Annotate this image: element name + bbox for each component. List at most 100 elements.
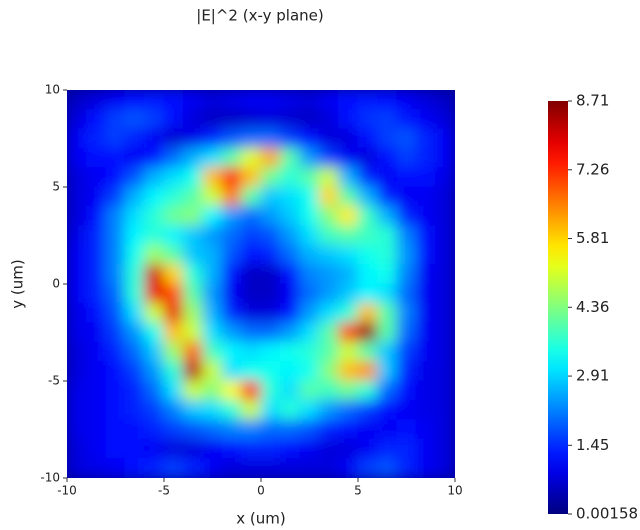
heatmap-cell [415,322,437,343]
heatmap-cell [396,322,417,343]
heatmap-cell [144,283,165,304]
heatmap-cell [144,244,165,266]
heatmap-cell [163,322,184,343]
heatmap-cell [124,128,146,149]
heatmap-cell [163,361,184,382]
colorbar-tick-label: 7.26 [576,160,609,178]
heatmap-cell [299,341,320,363]
heatmap-cell [260,264,281,285]
heatmap-cell [415,108,437,130]
heatmap-cell [376,225,398,246]
heatmap-cell [279,147,301,169]
heatmap-cell [357,128,378,149]
heatmap-cell [415,147,437,169]
heatmap-cell [415,244,437,266]
heatmap-cell [279,361,301,382]
heatmap-cell [299,283,320,304]
heatmap-cell [241,283,262,304]
heatmap-cell [299,419,320,440]
heatmap-cell [241,128,262,149]
heatmap-cell [124,438,146,460]
heatmap-cell [105,341,126,363]
heatmap-cell [357,380,378,401]
heatmap-cell [163,458,184,478]
heatmap-cell [279,128,301,149]
y-tick-label: 5 [52,180,60,194]
heatmap-cell [182,186,204,207]
chart-title: |E|^2 (x-y plane) [196,7,323,25]
heatmap-cell [338,147,359,169]
heatmap-cell [144,264,165,285]
x-tick-label: 5 [354,484,362,498]
heatmap-cell [85,399,107,421]
heatmap-cell [182,283,204,304]
heatmap-cell [260,399,281,421]
heatmap-cell [260,186,281,207]
heatmap-cell [105,302,126,324]
heatmap-cell [435,167,455,188]
heatmap-cell [85,361,107,382]
heatmap-cell [241,322,262,343]
heatmap-cell [260,90,281,110]
heatmap-cell [318,458,340,478]
heatmap-cell [435,438,455,460]
heatmap-cell [299,322,320,343]
heatmap-cell [279,458,301,478]
heatmap-cell [202,361,223,382]
heatmap-cell [85,128,107,149]
heatmap-cell [396,244,417,266]
heatmap-cell [357,399,378,421]
heatmap-cell [415,167,437,188]
heatmap-cell [318,283,340,304]
heatmap-cell [279,90,301,110]
heatmap-cell [260,458,281,478]
heatmap-cell [221,225,243,246]
heatmap-cell [241,108,262,130]
heatmap-cell [338,108,359,130]
heatmap-cell [338,438,359,460]
heatmap-cell [105,108,126,130]
heatmap-cell [67,458,87,478]
heatmap-cell [105,186,126,207]
heatmap-cell [85,225,107,246]
heatmap-cell [338,186,359,207]
heatmap-cell [182,167,204,188]
x-tick-label: 0 [257,484,265,498]
heatmap-cell [124,361,146,382]
heatmap-cell [376,147,398,169]
heatmap-cell [105,380,126,401]
heatmap-cell [241,90,262,110]
heatmap-cell [163,438,184,460]
heatmap-cell [376,302,398,324]
heatmap-cell [182,90,204,110]
heatmap-cell [221,147,243,169]
heatmap-cell [144,322,165,343]
heatmap-cell [85,167,107,188]
heatmap-cell [338,302,359,324]
heatmap-cell [415,341,437,363]
heatmap-cell [163,147,184,169]
heatmap-cell [241,399,262,421]
heatmap-cell [396,90,417,110]
heatmap-cell [105,322,126,343]
heatmap-cell [376,399,398,421]
heatmap-cell [85,186,107,207]
heatmap-cell [202,399,223,421]
heatmap-cell [221,419,243,440]
colorbar-tick-label: 1.45 [576,436,609,454]
heatmap-cell [202,244,223,266]
heatmap-cell [338,322,359,343]
heatmap-cell [260,438,281,460]
heatmap-cell [396,147,417,169]
heatmap-cell [299,167,320,188]
heatmap-cell [357,302,378,324]
heatmap-cell [144,147,165,169]
heatmap-cell [279,341,301,363]
heatmap-cell [85,380,107,401]
heatmap-cell [260,128,281,149]
heatmap-cell [182,458,204,478]
heatmap-cell [338,399,359,421]
heatmap-cell [105,205,126,227]
heatmap-cell [67,147,87,169]
heatmap-cell [163,380,184,401]
